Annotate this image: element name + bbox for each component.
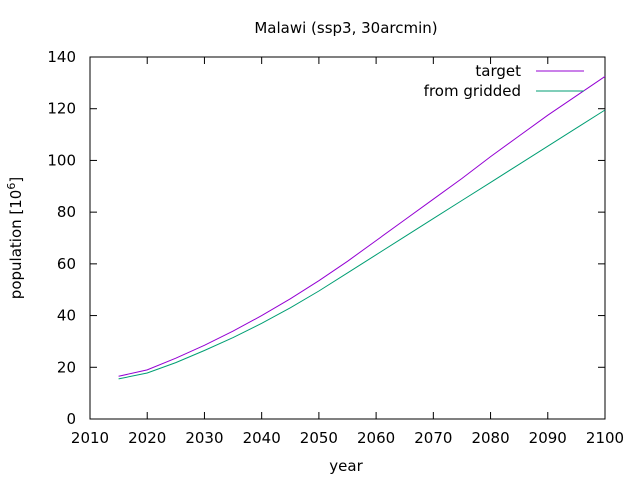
y-tick-label: 120 bbox=[47, 100, 76, 118]
legend-label: from gridded bbox=[424, 82, 521, 100]
x-tick-label: 2100 bbox=[586, 429, 624, 447]
x-tick-label: 2090 bbox=[529, 429, 567, 447]
y-tick-label: 140 bbox=[47, 48, 76, 66]
x-tick-label: 2020 bbox=[128, 429, 166, 447]
y-axis: 0 20 40 60 80 100 120 140 bbox=[47, 48, 605, 428]
y-axis-title: population [106] bbox=[5, 177, 25, 299]
x-tick-label: 2040 bbox=[243, 429, 281, 447]
y-tick-label: 80 bbox=[57, 203, 76, 221]
x-axis: 2010 2020 2030 2040 2050 2060 2070 2080 2090 2100 bbox=[71, 57, 624, 447]
y-tick-label: 60 bbox=[57, 255, 76, 273]
series-line-1 bbox=[118, 75, 606, 377]
x-tick-label: 2010 bbox=[71, 429, 109, 447]
y-tick-label: 40 bbox=[57, 307, 76, 325]
y-tick-label: 20 bbox=[57, 358, 76, 376]
y-tick-label: 100 bbox=[47, 151, 76, 169]
series-layer bbox=[118, 75, 606, 380]
plot-frame bbox=[89, 56, 606, 420]
series-line-2 bbox=[118, 109, 606, 380]
chart-title: Malawi (ssp3, 30arcmin) bbox=[254, 19, 437, 37]
legend-label: target bbox=[475, 62, 521, 80]
legend: target from gridded bbox=[424, 62, 584, 100]
x-tick-label: 2030 bbox=[185, 429, 223, 447]
x-axis-title: year bbox=[329, 457, 363, 475]
x-tick-label: 2080 bbox=[471, 429, 509, 447]
x-tick-label: 2060 bbox=[357, 429, 395, 447]
x-tick-label: 2050 bbox=[300, 429, 338, 447]
y-tick-label: 0 bbox=[66, 410, 76, 428]
x-tick-label: 2070 bbox=[414, 429, 452, 447]
